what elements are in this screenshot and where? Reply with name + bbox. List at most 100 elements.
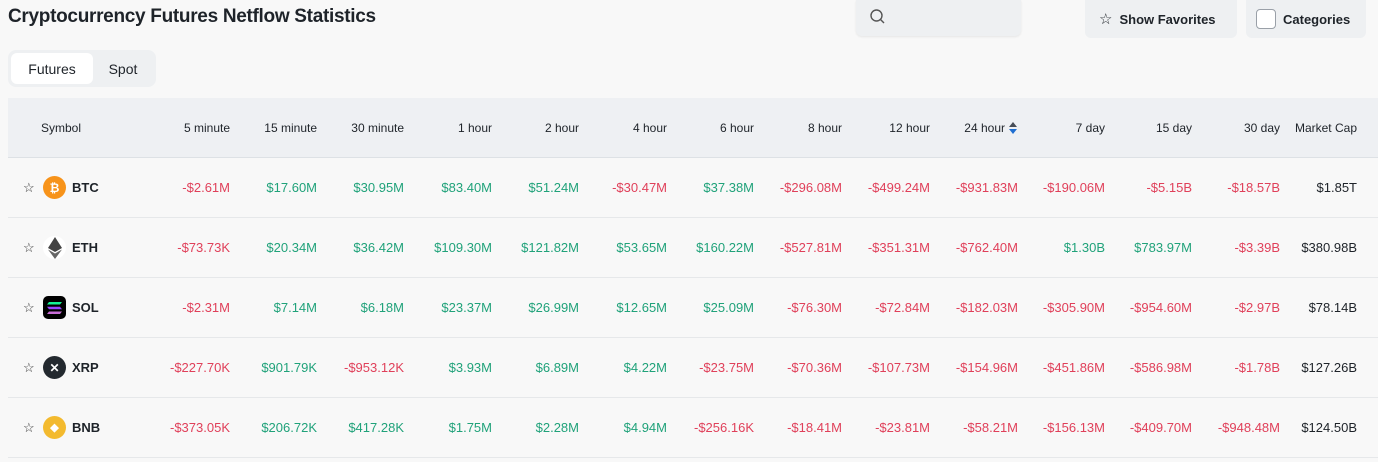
market-cap-value: $1.85T — [1316, 180, 1357, 195]
netflow-value: $1.75M — [448, 420, 492, 435]
netflow-value: -$762.40M — [955, 240, 1018, 255]
netflow-value: -$1.78B — [1234, 360, 1280, 375]
netflow-value: -$373.05K — [170, 420, 230, 435]
netflow-value: $160.22M — [696, 240, 754, 255]
netflow-value: $25.09M — [703, 300, 754, 315]
netflow-value: -$953.12K — [344, 360, 404, 375]
netflow-value: -$30.47M — [612, 180, 667, 195]
column-header-label: 1 hour — [457, 120, 492, 135]
table-row[interactable]: ☆ SOL -$2.31M $7.14M $6.18M $23.37M $26.99M $12… — [8, 278, 1378, 338]
netflow-value: -$948.48M — [1217, 420, 1280, 435]
netflow-value: $4.94M — [623, 420, 667, 435]
netflow-value: -$296.08M — [779, 180, 842, 195]
tab-spot[interactable]: Spot — [108, 60, 138, 77]
column-header-label: 7 day — [1075, 120, 1105, 135]
column-header-label: 24 hour — [964, 120, 1005, 135]
favorite-star-icon[interactable]: ☆ — [23, 359, 35, 375]
netflow-value: $2.28M — [535, 420, 579, 435]
symbol-name: XRP — [72, 360, 99, 375]
netflow-value: -$18.57B — [1227, 180, 1280, 195]
netflow-value: -$2.61M — [182, 180, 230, 195]
column-header-4-hour[interactable]: 4 hour — [579, 121, 667, 135]
column-header-15-minute[interactable]: 15 minute — [230, 121, 317, 135]
column-header-1-hour[interactable]: 1 hour — [404, 121, 492, 135]
symbol-cell[interactable]: ☆ SOL — [8, 296, 146, 319]
symbol-name: BNB — [72, 420, 101, 435]
netflow-value: -$305.90M — [1042, 300, 1105, 315]
column-header-30-day[interactable]: 30 day — [1192, 121, 1280, 135]
netflow-value: -$154.96M — [955, 360, 1018, 375]
netflow-value: -$351.31M — [867, 240, 930, 255]
table-row[interactable]: ☆ ◆ BNB -$373.05K $206.72K $417.28K $1.75M $2.2… — [8, 398, 1378, 458]
symbol-name: BTC — [72, 180, 99, 195]
star-icon: ☆ — [1099, 11, 1113, 28]
column-header-label: 5 minute — [183, 120, 230, 135]
symbol-name: SOL — [72, 300, 99, 315]
page-title: Cryptocurrency Futures Netflow Statistic… — [8, 6, 376, 27]
column-header-2-hour[interactable]: 2 hour — [492, 121, 579, 135]
sort-icon[interactable] — [1009, 122, 1017, 135]
column-header-12-hour[interactable]: 12 hour — [842, 121, 930, 135]
column-header-label: 15 minute — [264, 120, 317, 135]
categories-checkbox[interactable] — [1256, 9, 1276, 29]
column-header-7-day[interactable]: 7 day — [1018, 121, 1105, 135]
netflow-table: Symbol 5 minute 15 minute 30 minute 1 hour 2 … — [8, 98, 1378, 458]
column-header-market-cap[interactable]: Market Cap — [1280, 121, 1357, 135]
netflow-value: -$58.21M — [963, 420, 1018, 435]
categories-label: Categories — [1283, 11, 1351, 27]
column-header-label: 30 minute — [351, 120, 404, 135]
netflow-value: $51.24M — [528, 180, 579, 195]
table-row[interactable]: ☆ ₿ BTC -$2.61M $17.60M $30.95M $83.40M $51.24M… — [8, 158, 1378, 218]
symbol-cell[interactable]: ☆ ◆ BNB — [8, 416, 146, 439]
netflow-value: $206.72K — [261, 420, 317, 435]
netflow-value: $783.97M — [1134, 240, 1192, 255]
favorite-star-icon[interactable]: ☆ — [23, 239, 35, 255]
table-header: Symbol 5 minute 15 minute 30 minute 1 hour 2 … — [8, 98, 1378, 158]
market-cap-value: $380.98B — [1301, 240, 1357, 255]
netflow-value: -$156.13M — [1042, 420, 1105, 435]
table-row[interactable]: ☆ ETH -$73.73K $20.34M $36.42M $109.30M $121.8… — [8, 218, 1378, 278]
netflow-value: -$256.16K — [694, 420, 754, 435]
netflow-value: -$18.41M — [787, 420, 842, 435]
symbol-cell[interactable]: ☆ ETH — [8, 236, 146, 259]
netflow-value: -$70.36M — [787, 360, 842, 375]
netflow-value: -$73.73K — [177, 240, 230, 255]
netflow-value: -$107.73M — [867, 360, 930, 375]
netflow-value: $17.60M — [266, 180, 317, 195]
netflow-value: $20.34M — [266, 240, 317, 255]
show-favorites-label: Show Favorites — [1119, 11, 1216, 27]
netflow-value: $3.93M — [448, 360, 492, 375]
netflow-value: -$23.75M — [699, 360, 754, 375]
netflow-value: -$23.81M — [875, 420, 930, 435]
netflow-value: $7.14M — [273, 300, 317, 315]
netflow-value: -$451.86M — [1042, 360, 1105, 375]
symbol-cell[interactable]: ☆ ₿ BTC — [8, 176, 146, 199]
favorite-star-icon[interactable]: ☆ — [23, 299, 35, 315]
netflow-value: $6.18M — [360, 300, 404, 315]
favorite-star-icon[interactable]: ☆ — [23, 179, 35, 195]
tab-futures[interactable]: Futures — [11, 53, 93, 84]
netflow-value: -$182.03M — [955, 300, 1018, 315]
netflow-value: -$409.70M — [1129, 420, 1192, 435]
column-header-15-day[interactable]: 15 day — [1105, 121, 1192, 135]
netflow-value: $83.40M — [441, 180, 492, 195]
market-type-tabs: Futures Spot — [8, 50, 156, 87]
show-favorites-button[interactable]: ☆ Show Favorites — [1085, 0, 1237, 38]
column-header-5-minute[interactable]: 5 minute — [146, 121, 230, 135]
table-row[interactable]: ☆ ✕ XRP -$227.70K $901.79K -$953.12K $3.93M $6.… — [8, 338, 1378, 398]
bnb-icon: ◆ — [43, 416, 66, 439]
column-header-8-hour[interactable]: 8 hour — [754, 121, 842, 135]
column-header-24-hour[interactable]: 24 hour — [930, 121, 1018, 135]
search-input[interactable] — [856, 0, 1021, 36]
categories-button[interactable]: Categories — [1246, 0, 1366, 38]
netflow-value: $109.30M — [434, 240, 492, 255]
netflow-value: $53.65M — [616, 240, 667, 255]
symbol-cell[interactable]: ☆ ✕ XRP — [8, 356, 146, 379]
netflow-value: $26.99M — [528, 300, 579, 315]
netflow-value: -$954.60M — [1129, 300, 1192, 315]
column-header-label: 15 day — [1155, 120, 1192, 135]
column-header-6-hour[interactable]: 6 hour — [667, 121, 754, 135]
column-header-30-minute[interactable]: 30 minute — [317, 121, 404, 135]
favorite-star-icon[interactable]: ☆ — [23, 419, 35, 435]
netflow-value: $37.38M — [703, 180, 754, 195]
